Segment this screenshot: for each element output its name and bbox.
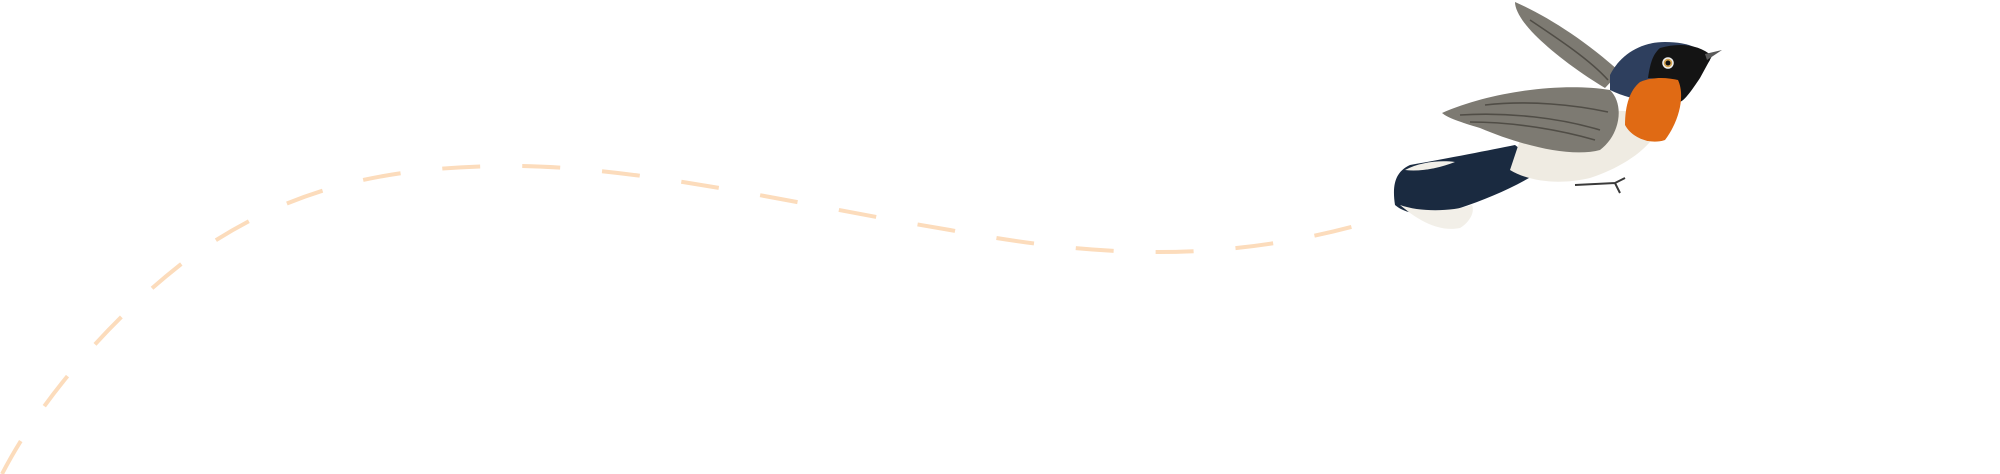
bird-pupil [1665, 60, 1671, 66]
wing-feather-lines [1459, 19, 1609, 141]
dashed-flight-path [0, 163, 1356, 474]
bird-illustration [1393, 2, 1722, 229]
bird-front-wing [1442, 87, 1619, 153]
bird-tail-tip [1400, 205, 1473, 229]
bird-tail-tip-upper [1405, 161, 1455, 171]
bird-throat [1625, 78, 1682, 142]
bird-beak [1705, 50, 1722, 60]
bird-foot [1574, 177, 1626, 194]
